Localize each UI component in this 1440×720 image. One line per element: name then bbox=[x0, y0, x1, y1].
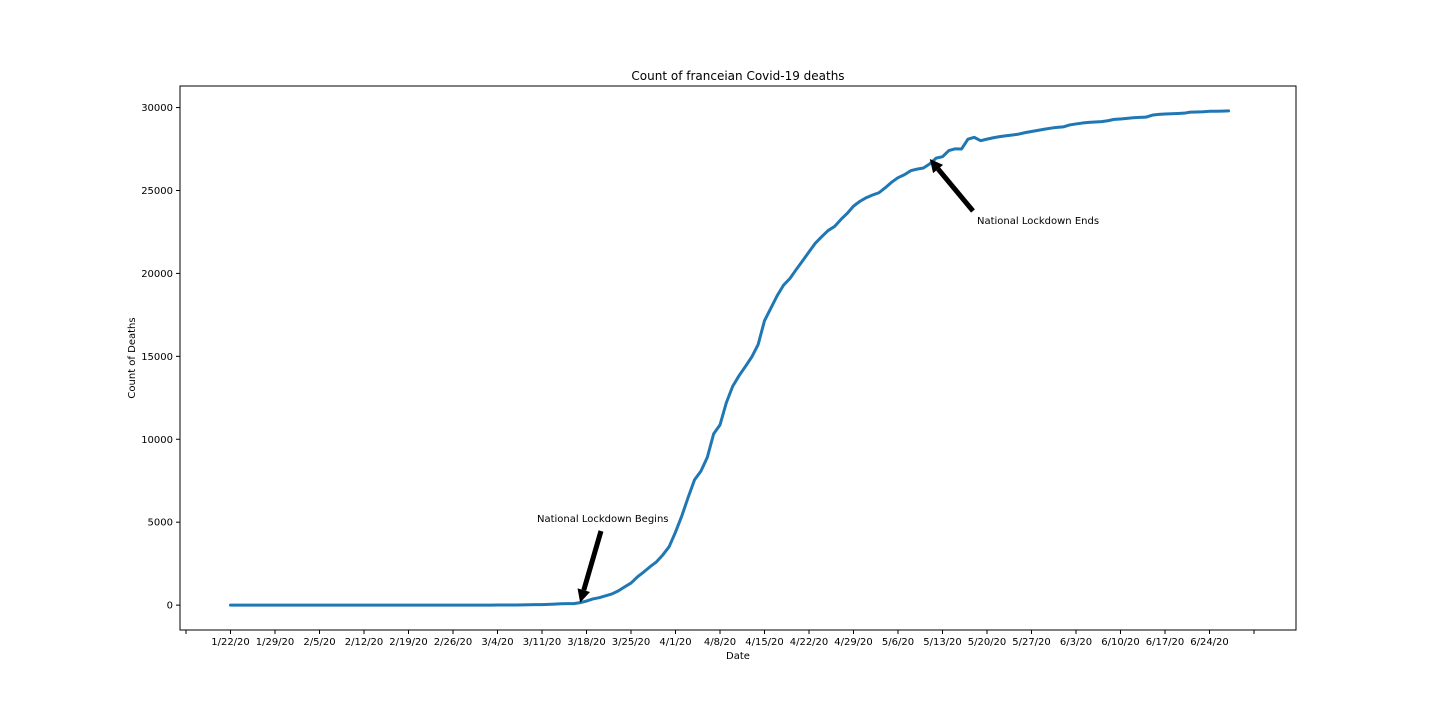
y-axis-label: Count of Deaths bbox=[127, 317, 138, 398]
x-tick-label: 5/6/20 bbox=[882, 637, 914, 648]
x-tick-label: 3/4/20 bbox=[481, 637, 513, 648]
annotation-arrow-head bbox=[929, 158, 944, 174]
y-axis-ticks: 0 5000 10000 15000 20000 25000 30000 bbox=[141, 103, 180, 612]
x-tick-label: 1/29/20 bbox=[256, 637, 295, 648]
x-tick-label: 4/1/20 bbox=[659, 637, 691, 648]
x-tick-label: 6/17/20 bbox=[1146, 637, 1185, 648]
chart-title: Count of franceian Covid-19 deaths bbox=[631, 69, 844, 83]
y-tick-label: 30000 bbox=[141, 103, 173, 114]
plot-frame bbox=[179, 85, 1297, 631]
x-tick-label: 5/20/20 bbox=[968, 637, 1007, 648]
y-tick-label: 25000 bbox=[141, 186, 173, 197]
x-tick-label: 4/8/20 bbox=[704, 637, 736, 648]
plot-area bbox=[180, 86, 1296, 630]
x-axis-label: Date bbox=[726, 651, 750, 662]
x-tick-label: 2/12/20 bbox=[345, 637, 384, 648]
annotation-arrow-shaft bbox=[936, 167, 975, 213]
y-tick-label: 5000 bbox=[148, 518, 173, 529]
x-tick-label: 4/15/20 bbox=[745, 637, 784, 648]
y-tick-label: 0 bbox=[167, 601, 173, 612]
annotation-label: National Lockdown Begins bbox=[537, 514, 669, 525]
x-tick-label: 6/3/20 bbox=[1060, 637, 1092, 648]
x-tick-label: 3/25/20 bbox=[612, 637, 651, 648]
annotation-lockdown-begins: National Lockdown Begins bbox=[537, 514, 669, 603]
x-tick-label: 3/18/20 bbox=[567, 637, 606, 648]
annotation-arrow-shaft bbox=[581, 530, 604, 591]
x-tick-label: 5/13/20 bbox=[923, 637, 962, 648]
x-tick-label: 6/24/20 bbox=[1190, 637, 1229, 648]
x-tick-label: 6/10/20 bbox=[1101, 637, 1140, 648]
y-tick-label: 15000 bbox=[141, 352, 173, 363]
annotation-label: National Lockdown Ends bbox=[977, 216, 1099, 227]
x-tick-label: 1/22/20 bbox=[211, 637, 250, 648]
series-layer bbox=[229, 109, 1231, 607]
y-tick-label: 20000 bbox=[141, 269, 173, 280]
x-tick-label: 2/19/20 bbox=[389, 637, 428, 648]
x-tick-label: 5/27/20 bbox=[1012, 637, 1051, 648]
x-tick-label: 4/29/20 bbox=[834, 637, 873, 648]
x-tick-label: 2/26/20 bbox=[434, 637, 473, 648]
annotation-lockdown-ends: National Lockdown Ends bbox=[929, 158, 1099, 227]
x-axis-ticks: 1/22/20 1/29/20 2/5/20 2/12/20 2/19/20 2/26/2… bbox=[185, 630, 1255, 648]
annotation-arrow-head bbox=[577, 588, 591, 603]
x-tick-label: 4/22/20 bbox=[790, 637, 829, 648]
y-tick-label: 10000 bbox=[141, 435, 173, 446]
x-tick-label: 3/11/20 bbox=[523, 637, 562, 648]
series-line bbox=[229, 109, 1231, 607]
x-tick-label: 2/5/20 bbox=[303, 637, 335, 648]
